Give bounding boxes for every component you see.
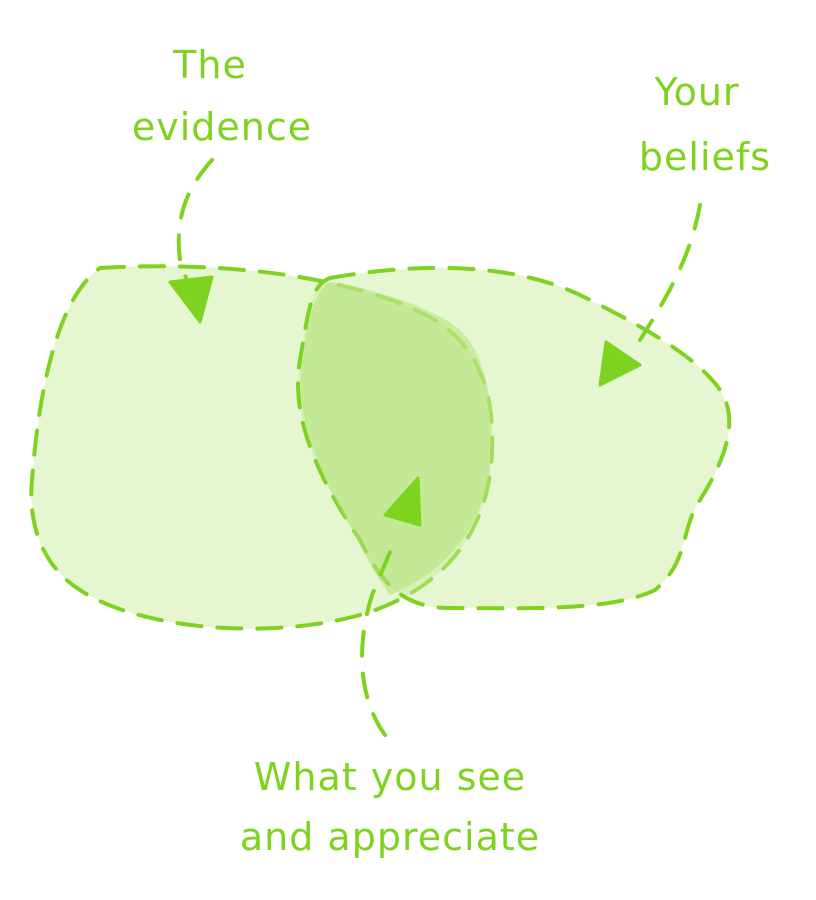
- evidence-arrow-line: [176, 158, 214, 292]
- beliefs-label-line2: beliefs: [639, 135, 771, 179]
- beliefs-arrow-head: [598, 340, 642, 387]
- beliefs-arrow-line: [638, 203, 702, 342]
- evidence-label-line1: The: [172, 43, 247, 87]
- overlap-label-line1: What you see: [254, 755, 526, 799]
- evidence-arrow-head: [168, 275, 214, 324]
- overlap-label-line2: and appreciate: [240, 815, 540, 859]
- beliefs-label-line1: Your: [653, 70, 739, 114]
- overlap-region: [300, 282, 492, 595]
- evidence-label-line2: evidence: [132, 105, 312, 149]
- overlap-arrow-head: [383, 476, 422, 527]
- overlap-arrow-line: [360, 538, 397, 737]
